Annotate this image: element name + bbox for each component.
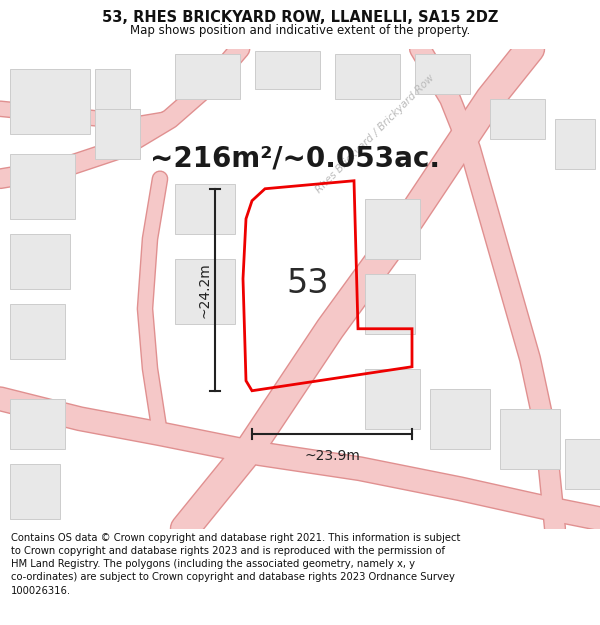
Polygon shape [430, 389, 490, 449]
Polygon shape [10, 399, 65, 449]
Polygon shape [10, 234, 70, 289]
Text: 53, RHES BRICKYARD ROW, LLANELLI, SA15 2DZ: 53, RHES BRICKYARD ROW, LLANELLI, SA15 2… [102, 11, 498, 26]
Polygon shape [255, 51, 320, 89]
Polygon shape [365, 369, 420, 429]
Text: 53: 53 [287, 268, 329, 300]
Polygon shape [365, 274, 415, 334]
Polygon shape [10, 69, 90, 134]
Polygon shape [175, 54, 240, 99]
Polygon shape [490, 99, 545, 139]
Text: ~216m²/~0.053ac.: ~216m²/~0.053ac. [150, 145, 440, 172]
Polygon shape [365, 199, 420, 259]
Polygon shape [10, 304, 65, 359]
Polygon shape [565, 439, 600, 489]
Text: Rhes Brickyard / Brickyard Row: Rhes Brickyard / Brickyard Row [314, 72, 436, 195]
Polygon shape [10, 154, 75, 219]
Text: Contains OS data © Crown copyright and database right 2021. This information is : Contains OS data © Crown copyright and d… [11, 533, 460, 596]
Polygon shape [335, 54, 400, 99]
Polygon shape [10, 464, 60, 519]
Polygon shape [500, 409, 560, 469]
Polygon shape [175, 184, 235, 234]
Polygon shape [415, 54, 470, 94]
Text: ~23.9m: ~23.9m [304, 449, 360, 462]
Polygon shape [175, 259, 235, 324]
Polygon shape [95, 109, 140, 159]
Text: Map shows position and indicative extent of the property.: Map shows position and indicative extent… [130, 24, 470, 37]
Text: ~24.2m: ~24.2m [198, 262, 212, 318]
Polygon shape [95, 69, 130, 109]
Polygon shape [555, 119, 595, 169]
